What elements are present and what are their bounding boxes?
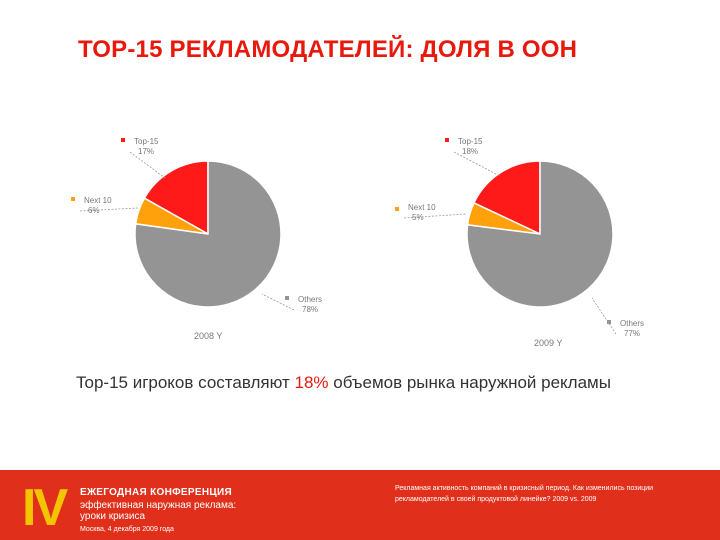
legend-marker <box>445 138 449 142</box>
pie-slice-2009-y-others <box>466 160 614 308</box>
conference-title: ЕЖЕГОДНАЯ КОНФЕРЕНЦИЯ <box>80 487 232 498</box>
footer-banner <box>0 470 720 540</box>
conference-subtitle-2: уроки кризиса <box>80 511 146 522</box>
slice-label: Others <box>620 319 644 328</box>
caption-highlight: 18% <box>294 373 329 392</box>
slice-value-label: 18% <box>462 147 478 156</box>
conference-subtitle-1: эффективная наружная реклама: <box>80 500 237 511</box>
legend-marker <box>71 197 75 201</box>
page-title: ТОР-15 РЕКЛАМОДАТЕЛЕЙ: ДОЛЯ В ООН <box>78 36 578 63</box>
legend-marker <box>285 296 289 300</box>
legend-marker <box>395 207 399 211</box>
chart-year-label: 2009 Y <box>534 338 562 348</box>
chart-year-label: 2008 Y <box>194 331 222 341</box>
slice-value-label: 77% <box>624 329 640 338</box>
pie-slice-2009-y-top-15 <box>472 160 541 236</box>
caption-text-after: объемов рынка наружной рекламы <box>328 373 611 392</box>
conference-logo-numeral: IV <box>22 479 68 537</box>
slice-label: Next 10 <box>84 196 112 205</box>
pie-slice-2008-y-top-15 <box>143 160 209 236</box>
slice-value-label: 6% <box>88 206 100 215</box>
leader-line <box>453 151 501 177</box>
leader-line <box>591 297 617 335</box>
slice-value-label: 17% <box>138 147 154 156</box>
pie-slice-2008-y-others <box>134 160 282 308</box>
legend-marker <box>121 138 125 142</box>
slice-label: Others <box>298 295 322 304</box>
leader-line <box>129 151 166 179</box>
slice-label: Next 10 <box>408 203 436 212</box>
slice-label: Top-15 <box>134 137 159 146</box>
caption-text-before: Top-15 игроков составляют <box>76 373 295 392</box>
conference-date: Москва, 4 декабря 2009 года <box>80 526 174 533</box>
leader-line <box>79 207 139 212</box>
slice-value-label: 5% <box>412 213 424 222</box>
leader-line <box>261 293 295 311</box>
slice-label: Top-15 <box>458 137 483 146</box>
footer-note: Рекламная активность компаний в кризисны… <box>395 485 654 503</box>
slice-value-label: 78% <box>302 305 318 314</box>
caption: Top-15 игроков составляют 18% объемов ры… <box>76 372 636 394</box>
legend-marker <box>607 320 611 324</box>
